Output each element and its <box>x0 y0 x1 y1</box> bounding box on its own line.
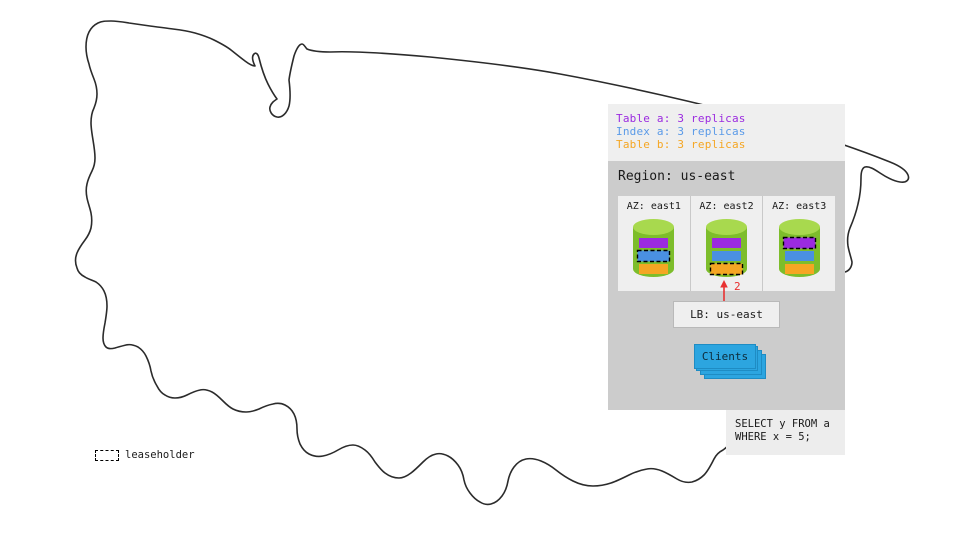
arrow-head <box>720 280 728 288</box>
flow-arrow-label: 2 <box>734 280 741 293</box>
us-map-path <box>74 20 910 506</box>
region-title: Region: us-east <box>618 169 736 184</box>
leaseholder-swatch-icon <box>95 449 119 461</box>
az-label-east2: AZ: east2 <box>699 201 754 212</box>
cylinder-top <box>706 219 747 235</box>
range-index-a <box>712 251 741 261</box>
load-balancer-box: LB: us-east <box>673 301 780 328</box>
replica-legend-row-table-b: Table b: 3 replicas <box>616 138 746 151</box>
replica-legend-row-index-a: Index a: 3 replicas <box>616 125 746 138</box>
sql-line-1: SELECT y FROM a <box>735 418 830 430</box>
cylinder-top <box>633 219 675 235</box>
sql-line-2: WHERE x = 5; <box>735 431 811 443</box>
replica-legend-panel: Table a: 3 replicas Index a: 3 replicas … <box>608 104 845 161</box>
range-table-a-leaseholder <box>782 236 816 250</box>
flow-arrow-2: 2 <box>716 279 756 305</box>
range-table-b-leaseholder <box>709 262 744 276</box>
node-cylinder-east2 <box>704 217 749 279</box>
replica-legend-row-table-a: Table a: 3 replicas <box>616 112 746 125</box>
az-label-east3: AZ: east3 <box>772 201 827 212</box>
range-table-b <box>784 264 814 274</box>
node-cylinder-east3 <box>777 217 822 279</box>
az-label-east1: AZ: east1 <box>626 201 681 212</box>
range-index-a-leaseholder <box>637 249 671 263</box>
az-strip: AZ: east1 AZ: east2 <box>618 196 835 291</box>
leaseholder-legend-label: leaseholder <box>125 449 195 461</box>
range-table-a <box>639 238 669 248</box>
cylinder-top <box>778 219 820 235</box>
leaseholder-legend: leaseholder <box>95 449 195 461</box>
node-cylinder-east1 <box>631 217 676 279</box>
az-cell-east2: AZ: east2 <box>689 196 763 291</box>
az-cell-east3: AZ: east3 <box>762 196 835 291</box>
az-cell-east1: AZ: east1 <box>618 196 690 291</box>
sql-query-box: SELECT y FROM a WHERE x = 5; <box>726 410 845 455</box>
clients-stack: Clients <box>694 344 768 380</box>
range-index-a <box>784 251 814 261</box>
range-table-a <box>712 238 741 248</box>
clients-label: Clients <box>694 344 756 369</box>
range-table-b <box>639 264 669 274</box>
region-panel-us-east: Region: us-east AZ: east1 AZ: east2 <box>608 161 845 410</box>
